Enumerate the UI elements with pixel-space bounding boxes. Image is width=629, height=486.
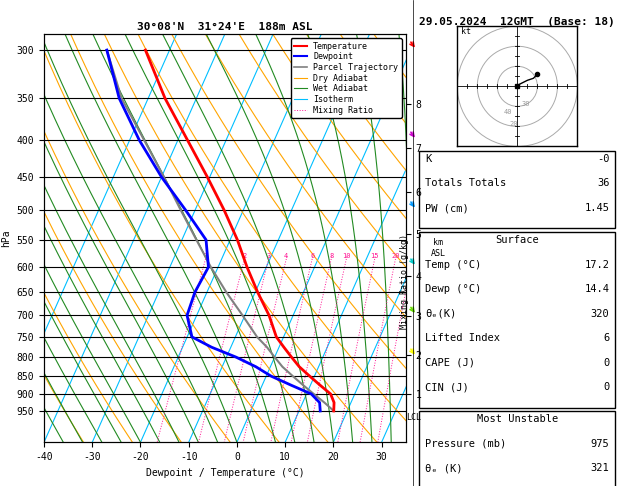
- Y-axis label: km
ASL: km ASL: [430, 238, 445, 258]
- Text: 1.45: 1.45: [584, 203, 610, 213]
- Text: Mixing Ratio (g/kg): Mixing Ratio (g/kg): [400, 234, 409, 330]
- Text: 6: 6: [310, 253, 314, 259]
- Text: 320: 320: [591, 309, 610, 319]
- Text: 4: 4: [284, 253, 288, 259]
- Y-axis label: hPa: hPa: [1, 229, 11, 247]
- Text: θₑ(K): θₑ(K): [425, 309, 457, 319]
- X-axis label: Dewpoint / Temperature (°C): Dewpoint / Temperature (°C): [145, 468, 304, 478]
- Text: 3: 3: [267, 253, 270, 259]
- Text: -0: -0: [597, 154, 610, 164]
- Text: Totals Totals: Totals Totals: [425, 178, 506, 189]
- Title: 30°08'N  31°24'E  188m ASL: 30°08'N 31°24'E 188m ASL: [137, 22, 313, 32]
- Text: CIN (J): CIN (J): [425, 382, 469, 392]
- Text: 29.05.2024  12GMT  (Base: 18): 29.05.2024 12GMT (Base: 18): [420, 17, 615, 27]
- Text: LCL: LCL: [406, 413, 421, 422]
- Text: CAPE (J): CAPE (J): [425, 358, 476, 367]
- Text: 6: 6: [603, 333, 610, 343]
- Text: Lifted Index: Lifted Index: [425, 333, 500, 343]
- Text: © weatheronline.co.uk: © weatheronline.co.uk: [461, 468, 574, 476]
- Text: Most Unstable: Most Unstable: [477, 414, 558, 424]
- Text: 2: 2: [242, 253, 247, 259]
- Text: 321: 321: [591, 463, 610, 473]
- Text: 8: 8: [329, 253, 333, 259]
- Text: 20: 20: [391, 253, 399, 259]
- Text: Surface: Surface: [496, 235, 539, 245]
- Text: 1: 1: [203, 253, 208, 259]
- Legend: Temperature, Dewpoint, Parcel Trajectory, Dry Adiabat, Wet Adiabat, Isotherm, Mi: Temperature, Dewpoint, Parcel Trajectory…: [291, 38, 401, 118]
- Text: 975: 975: [591, 439, 610, 449]
- Bar: [420, 232, 615, 408]
- Bar: [420, 411, 615, 486]
- Text: θₑ (K): θₑ (K): [425, 463, 463, 473]
- Text: Dewp (°C): Dewp (°C): [425, 284, 482, 294]
- Bar: [420, 151, 615, 228]
- Text: Pressure (mb): Pressure (mb): [425, 439, 506, 449]
- Text: 36: 36: [597, 178, 610, 189]
- Text: Temp (°C): Temp (°C): [425, 260, 482, 270]
- Text: 17.2: 17.2: [584, 260, 610, 270]
- Text: 15: 15: [370, 253, 379, 259]
- Text: PW (cm): PW (cm): [425, 203, 469, 213]
- Text: 0: 0: [603, 382, 610, 392]
- Text: K: K: [425, 154, 431, 164]
- Text: 10: 10: [342, 253, 350, 259]
- Text: 14.4: 14.4: [584, 284, 610, 294]
- Text: 0: 0: [603, 358, 610, 367]
